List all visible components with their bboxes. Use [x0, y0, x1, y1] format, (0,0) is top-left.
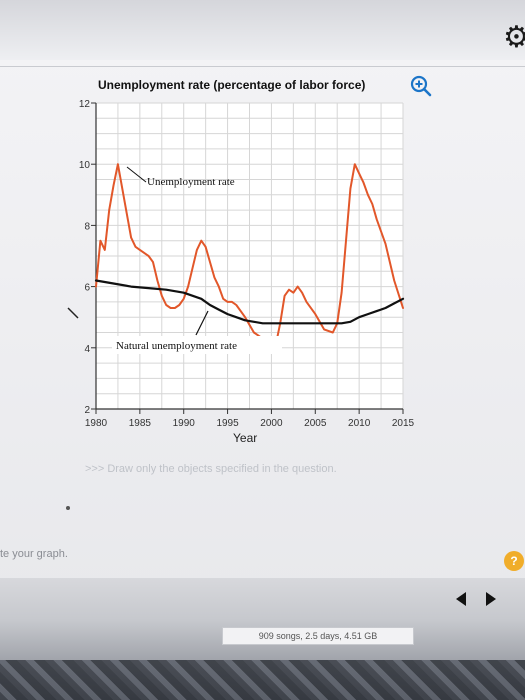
line-chart: 2 4 6 8 10 12 1980 1985 1990 1995 2000 2005 2010 2015… — [67, 99, 415, 429]
y-tick-label: 10 — [79, 160, 91, 171]
zoom-in-icon[interactable] — [410, 75, 432, 97]
device-status: 909 songs, 2.5 days, 4.51 GB — [222, 627, 414, 645]
x-tick-label: 1985 — [129, 418, 152, 429]
laptop-bezel — [0, 660, 525, 700]
chart-title: Unemployment rate (percentage of labor f… — [98, 78, 366, 92]
x-tick-label: 2000 — [260, 418, 283, 429]
y-tick-label: 12 — [79, 99, 91, 110]
x-tick-label: 2015 — [392, 418, 415, 429]
annotation-pointer — [126, 166, 147, 183]
x-axis-title: Year — [233, 431, 258, 445]
arrow-left-icon[interactable] — [456, 592, 466, 606]
y-tick-label: 6 — [84, 283, 90, 294]
bullet-dot — [66, 506, 70, 510]
annotation-box — [112, 336, 282, 354]
instruction-text: >>> Draw only the objects specified in t… — [85, 463, 337, 475]
graph-hint-text: te your graph. — [0, 548, 68, 560]
x-tick-label: 1995 — [216, 418, 239, 429]
gear-icon[interactable]: ⚙ — [503, 21, 525, 54]
pen-mark — [67, 307, 79, 319]
series-line-natural — [94, 279, 405, 325]
annotation-unemployment-rate: Unemployment rate — [147, 176, 235, 188]
x-tick-label: 1990 — [173, 418, 196, 429]
x-tick-label: 1980 — [85, 418, 108, 429]
y-tick-label: 8 — [84, 221, 90, 232]
y-tick-label: 4 — [84, 344, 90, 355]
help-button[interactable]: ? — [504, 551, 524, 571]
annotation-pointer — [195, 310, 209, 336]
top-divider — [0, 66, 525, 67]
x-tick-label: 2010 — [348, 418, 371, 429]
x-tick-label: 2005 — [304, 418, 327, 429]
series-line-unemployment — [95, 163, 404, 349]
annotation-natural-rate: Natural unemployment rate — [116, 340, 237, 352]
y-tick-label: 2 — [84, 405, 90, 416]
top-strip — [0, 0, 525, 60]
arrow-right-icon[interactable] — [486, 592, 496, 606]
